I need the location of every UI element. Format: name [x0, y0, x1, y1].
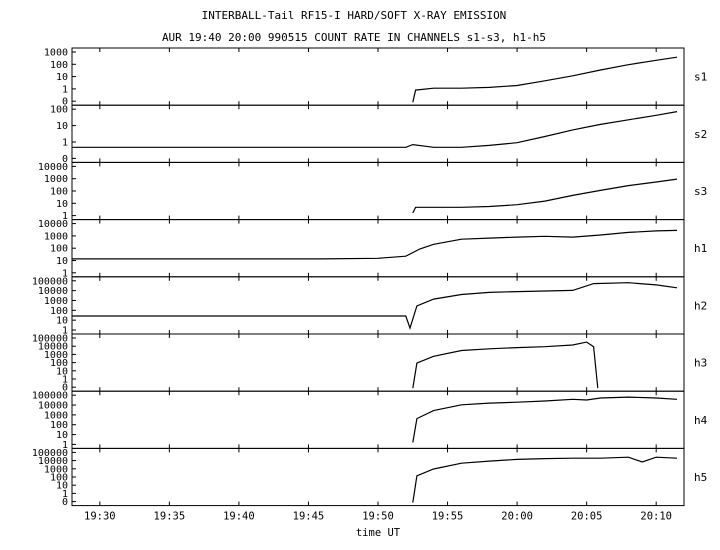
y-tick-label: 100000 [32, 391, 68, 402]
y-tick-label: 10 [56, 121, 68, 132]
x-tick-label: 19:40 [223, 511, 255, 523]
channel-label: h5 [694, 471, 707, 484]
y-tick-label: 10000 [38, 219, 68, 230]
x-tick-label: 20:00 [501, 511, 533, 523]
y-tick-label: 1000 [44, 464, 68, 475]
panel-frame [71, 333, 685, 392]
y-tick-label: 10 [56, 366, 68, 377]
channel-label: s1 [694, 71, 707, 84]
panels-group: 10001001010s11001010s2100001000100101s31… [32, 47, 708, 523]
channel-label: h2 [694, 299, 707, 312]
y-tick-label: 1000 [44, 231, 68, 242]
y-tick-label: 0 [62, 154, 68, 165]
y-tick-label: 1 [62, 375, 68, 386]
channel-label: s2 [694, 128, 707, 141]
y-tick-label: 0 [62, 383, 68, 394]
channel-label: h1 [694, 242, 707, 255]
channel-label: h4 [694, 414, 708, 427]
y-tick-label: 1 [62, 440, 68, 451]
y-tick-label: 10000 [38, 286, 68, 297]
y-tick-label: 10 [56, 72, 68, 83]
y-tick-label: 10000 [38, 456, 68, 467]
series-line-h3 [412, 341, 599, 389]
y-tick-label: 100 [50, 420, 68, 431]
panel-frame [71, 276, 685, 335]
y-tick-label: 100000 [32, 276, 68, 287]
channel-label: h3 [694, 357, 707, 370]
y-tick-label: 1000 [44, 296, 68, 307]
x-tick-label: 19:55 [432, 511, 464, 523]
y-tick-label: 1 [62, 326, 68, 337]
y-tick-label: 100 [50, 473, 68, 484]
x-tick-label: 19:30 [84, 511, 116, 523]
series-line-h1 [72, 229, 678, 260]
x-tick-label: 20:10 [640, 511, 672, 523]
chart-subtitle: AUR 19:40 20:00 990515 COUNT RATE IN CHA… [162, 31, 546, 44]
series-line-s2 [72, 111, 678, 148]
x-tick-label: 19:35 [154, 511, 186, 523]
y-tick-label: 1000 [44, 48, 68, 59]
y-tick-label: 1 [62, 211, 68, 222]
panel-frame [71, 161, 685, 221]
y-tick-label: 10 [56, 316, 68, 327]
y-tick-label: 10 [56, 256, 68, 267]
x-tick-label: 19:45 [293, 511, 325, 523]
y-tick-label: 0 [62, 497, 68, 508]
series-line-h5 [412, 456, 678, 503]
y-tick-label: 1000 [44, 174, 68, 185]
channel-label: s3 [694, 185, 707, 198]
y-tick-label: 10 [56, 199, 68, 210]
x-axis-label: time UT [356, 527, 401, 539]
x-tick-label: 19:50 [362, 511, 394, 523]
y-tick-label: 100 [50, 306, 68, 317]
y-tick-label: 100 [50, 105, 68, 116]
y-tick-label: 1 [62, 489, 68, 500]
panel-frame [71, 447, 685, 507]
y-tick-label: 1 [62, 268, 68, 279]
panel-frame [71, 47, 685, 106]
series-line-h4 [412, 396, 678, 443]
y-tick-label: 100 [50, 244, 68, 255]
y-tick-label: 100 [50, 60, 68, 71]
y-tick-label: 10000 [38, 401, 68, 412]
series-line-s3 [412, 178, 678, 214]
y-tick-label: 100 [50, 358, 68, 369]
y-tick-label: 0 [62, 97, 68, 108]
y-tick-label: 10 [56, 430, 68, 441]
y-tick-label: 10000 [38, 162, 68, 173]
y-tick-label: 1 [62, 138, 68, 149]
y-tick-label: 1 [62, 84, 68, 95]
series-line-s1 [412, 56, 678, 103]
series-line-h2 [72, 282, 678, 331]
panel-frame [71, 104, 685, 163]
y-tick-label: 1000 [44, 350, 68, 361]
y-tick-label: 100000 [32, 448, 68, 459]
chart-title: INTERBALL-Tail RF15-I HARD/SOFT X-RAY EM… [202, 9, 507, 22]
y-tick-label: 100 [50, 187, 68, 198]
y-tick-label: 100000 [32, 334, 68, 345]
y-tick-label: 1000 [44, 410, 68, 421]
x-tick-label: 20:05 [571, 511, 603, 523]
y-tick-label: 10000 [38, 342, 68, 353]
panel-frame [71, 219, 685, 278]
y-tick-label: 10 [56, 481, 68, 492]
